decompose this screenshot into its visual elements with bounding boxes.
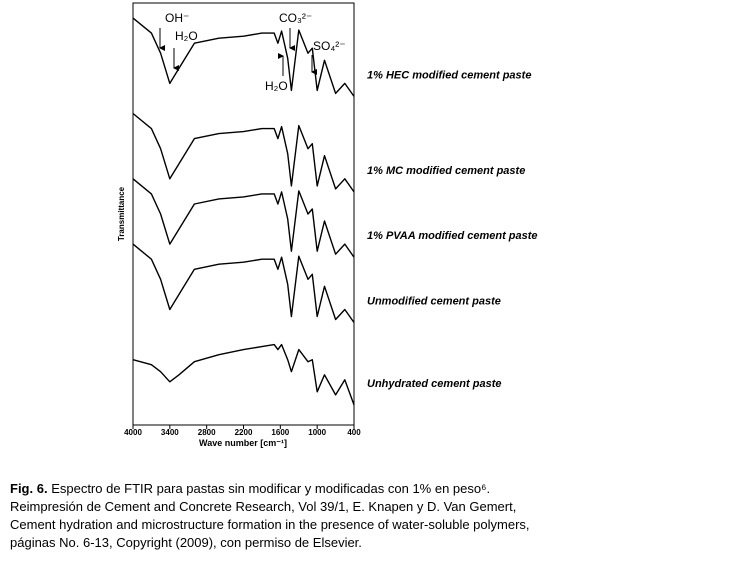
- spectrum-line: [132, 178, 355, 258]
- series-label: Unmodified cement paste: [367, 296, 501, 308]
- spectrum-line: [132, 112, 355, 193]
- series-label: Unhydrated cement paste: [367, 378, 501, 390]
- plot-frame: [132, 2, 355, 426]
- caption-line: páginas No. 6-13, Copyright (2009), con …: [10, 535, 362, 550]
- x-tick-label: 400: [347, 428, 361, 437]
- annotation: H₂O: [175, 29, 198, 43]
- spectrum-line: [132, 17, 355, 97]
- x-tick-label: 4000: [124, 428, 142, 437]
- x-axis-label: Wave number [cm⁻¹]: [199, 438, 287, 448]
- x-tick-label: 2800: [198, 428, 216, 437]
- caption-text: Espectro de FTIR para pastas sin modific…: [51, 481, 490, 496]
- caption-line: Reimpresión de Cement and Concrete Resea…: [10, 499, 516, 514]
- x-tick-label: 1000: [308, 428, 326, 437]
- series-label: 1% HEC modified cement paste: [367, 69, 531, 81]
- annotation: CO₃²⁻: [279, 11, 312, 25]
- caption-line: Cement hydration and microstructure form…: [10, 517, 530, 532]
- annotation: OH⁻: [165, 11, 189, 25]
- caption-label: Fig. 6.: [10, 481, 48, 496]
- series-label: 1% MC modified cement paste: [367, 165, 525, 177]
- annotation: SO₄²⁻: [313, 39, 346, 53]
- y-axis-label: Transmittance: [117, 186, 126, 241]
- x-tick-label: 3400: [161, 428, 179, 437]
- annotation: H₂O: [265, 79, 288, 93]
- spectrum-line: [132, 343, 355, 406]
- x-tick-label: 2200: [235, 428, 253, 437]
- x-tick-label: 1600: [271, 428, 289, 437]
- series-label: 1% PVAA modified cement paste: [367, 230, 538, 242]
- caption-line: Fig. 6. Espectro de FTIR para pastas sin…: [10, 481, 490, 496]
- spectrum-line: [132, 243, 355, 323]
